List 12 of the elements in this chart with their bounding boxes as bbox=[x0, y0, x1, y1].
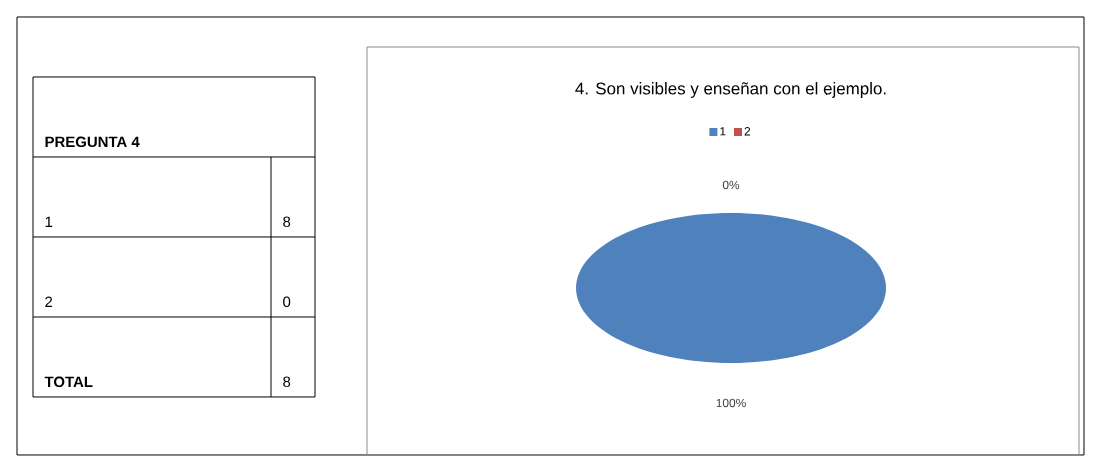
category-label: 1 bbox=[45, 216, 53, 227]
text: PREGUNTA 4 bbox=[45, 136, 140, 148]
legend-label: 1 bbox=[720, 127, 726, 136]
legend-label: 2 bbox=[744, 127, 751, 136]
category-label: 2 bbox=[45, 296, 53, 307]
data-label: 100% bbox=[716, 398, 746, 408]
text: 0% bbox=[722, 180, 740, 190]
data-label: 8 bbox=[283, 216, 291, 228]
category-label: TOTAL bbox=[44, 376, 93, 388]
data-label: 0 bbox=[283, 296, 291, 308]
chart-title: 4. Son visibles y enseñan con el ejemplo. bbox=[575, 82, 886, 98]
data-label: 8 bbox=[283, 376, 291, 388]
